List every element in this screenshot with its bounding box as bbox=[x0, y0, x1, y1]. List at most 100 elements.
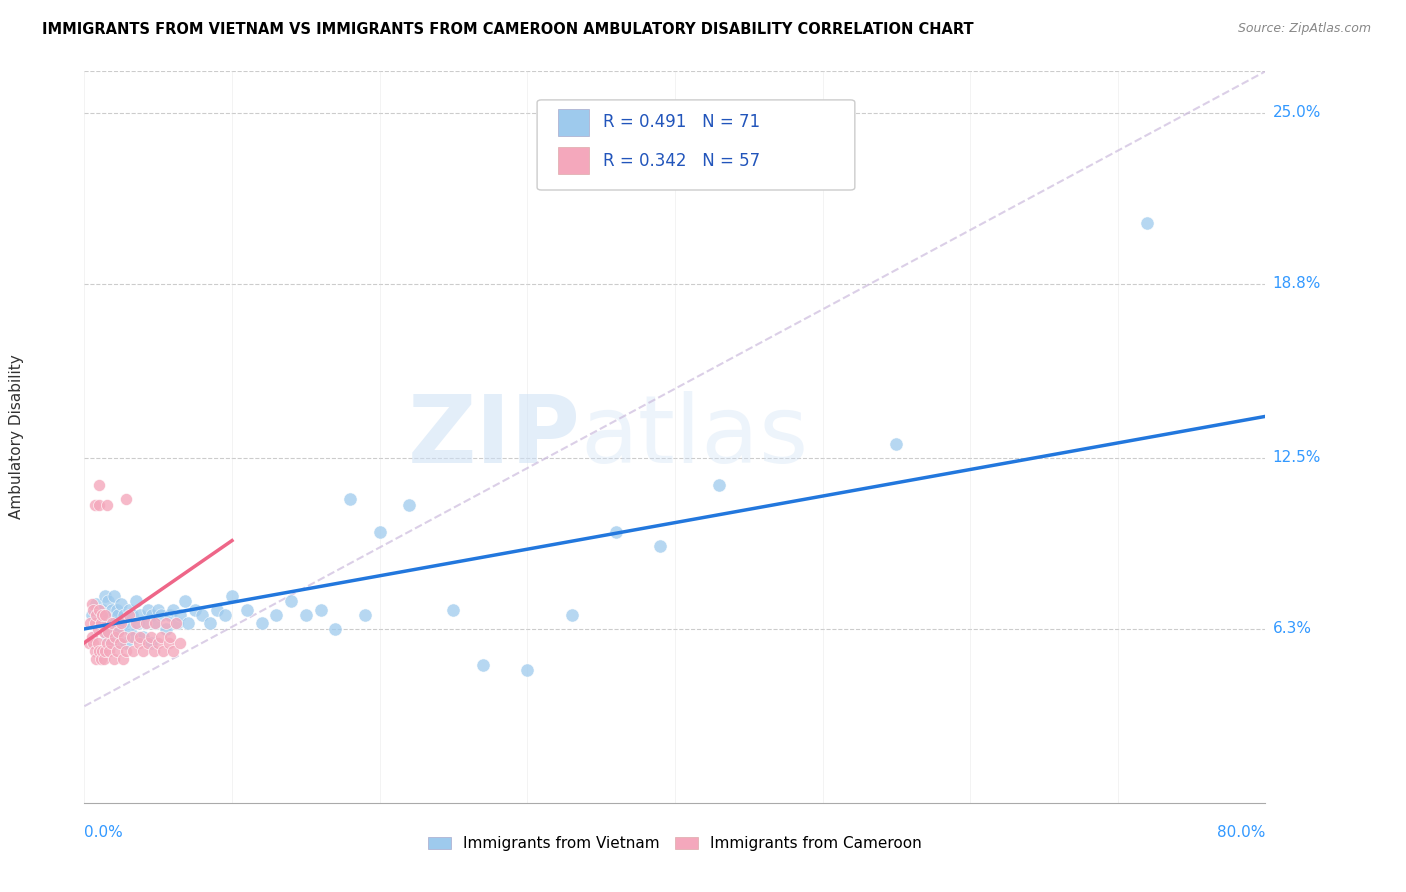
Point bbox=[120, 622, 142, 636]
Point bbox=[112, 630, 135, 644]
Point bbox=[191, 608, 214, 623]
Point bbox=[103, 589, 125, 603]
Point bbox=[264, 608, 288, 623]
Point bbox=[118, 602, 141, 616]
Point bbox=[162, 602, 184, 616]
Point bbox=[125, 594, 148, 608]
Point bbox=[368, 525, 391, 540]
Point bbox=[77, 636, 100, 650]
Point bbox=[94, 589, 117, 603]
Point bbox=[132, 644, 155, 658]
Point bbox=[121, 608, 143, 623]
Point bbox=[93, 622, 115, 636]
Point bbox=[1136, 216, 1159, 230]
Point bbox=[323, 622, 347, 636]
Point bbox=[103, 652, 125, 666]
Point bbox=[86, 636, 108, 650]
Point bbox=[103, 636, 125, 650]
Point bbox=[87, 616, 111, 631]
Point bbox=[101, 602, 124, 616]
Point bbox=[108, 622, 131, 636]
Point bbox=[100, 616, 122, 631]
Point bbox=[441, 602, 464, 616]
Point bbox=[560, 608, 583, 623]
Point bbox=[80, 597, 103, 611]
Point bbox=[184, 602, 207, 616]
Point bbox=[472, 657, 495, 672]
Point bbox=[250, 616, 273, 631]
Point bbox=[121, 630, 143, 644]
Point bbox=[114, 492, 136, 507]
Text: ZIP: ZIP bbox=[408, 391, 581, 483]
Point bbox=[150, 630, 173, 644]
Point bbox=[295, 608, 318, 623]
Point bbox=[91, 602, 114, 616]
Text: 6.3%: 6.3% bbox=[1272, 622, 1312, 636]
Point bbox=[148, 602, 170, 616]
Point bbox=[152, 644, 174, 658]
Point bbox=[83, 498, 105, 512]
Text: R = 0.342   N = 57: R = 0.342 N = 57 bbox=[603, 152, 761, 169]
Point bbox=[198, 616, 221, 631]
Point bbox=[110, 616, 132, 631]
Point bbox=[108, 636, 131, 650]
Point bbox=[128, 636, 150, 650]
Point bbox=[143, 616, 166, 631]
Point bbox=[107, 624, 129, 639]
Point bbox=[97, 624, 120, 639]
Legend: Immigrants from Vietnam, Immigrants from Cameroon: Immigrants from Vietnam, Immigrants from… bbox=[422, 830, 928, 857]
Point bbox=[155, 616, 177, 631]
Point bbox=[83, 616, 105, 631]
Text: 18.8%: 18.8% bbox=[1272, 277, 1320, 292]
Point bbox=[114, 636, 136, 650]
Text: 0.0%: 0.0% bbox=[84, 825, 124, 840]
Point bbox=[96, 608, 118, 623]
Point bbox=[87, 644, 111, 658]
Point bbox=[221, 589, 243, 603]
Text: 12.5%: 12.5% bbox=[1272, 450, 1320, 466]
Point bbox=[118, 608, 141, 623]
Point bbox=[136, 636, 159, 650]
Point bbox=[87, 602, 111, 616]
Point bbox=[112, 608, 135, 623]
Point bbox=[162, 644, 184, 658]
Point bbox=[79, 616, 101, 631]
Point bbox=[125, 616, 148, 631]
Point bbox=[97, 594, 120, 608]
Point bbox=[82, 636, 104, 650]
Point bbox=[148, 636, 170, 650]
Point bbox=[111, 616, 134, 631]
Point bbox=[129, 630, 152, 644]
Point bbox=[98, 624, 121, 639]
Point bbox=[90, 616, 112, 631]
Point bbox=[886, 437, 908, 451]
Point bbox=[141, 608, 163, 623]
Point bbox=[605, 525, 627, 540]
Point bbox=[648, 539, 672, 553]
Point bbox=[93, 652, 115, 666]
Point bbox=[132, 630, 155, 644]
Point bbox=[105, 602, 128, 616]
Text: Source: ZipAtlas.com: Source: ZipAtlas.com bbox=[1237, 22, 1371, 36]
Point bbox=[86, 622, 108, 636]
Point bbox=[214, 608, 236, 623]
Point bbox=[177, 616, 200, 631]
Point bbox=[87, 498, 111, 512]
Point bbox=[82, 602, 104, 616]
Point bbox=[80, 630, 103, 644]
Point bbox=[709, 478, 731, 492]
Text: Ambulatory Disability: Ambulatory Disability bbox=[10, 355, 24, 519]
Text: 25.0%: 25.0% bbox=[1272, 105, 1320, 120]
Point bbox=[98, 644, 121, 658]
Point bbox=[516, 663, 538, 677]
Point bbox=[114, 644, 136, 658]
Point bbox=[169, 608, 191, 623]
Point bbox=[309, 602, 332, 616]
Point bbox=[159, 630, 181, 644]
Point bbox=[84, 652, 107, 666]
Point bbox=[143, 616, 166, 631]
Point bbox=[91, 608, 114, 623]
Point bbox=[165, 616, 187, 631]
Point bbox=[93, 624, 115, 639]
Point bbox=[83, 644, 105, 658]
